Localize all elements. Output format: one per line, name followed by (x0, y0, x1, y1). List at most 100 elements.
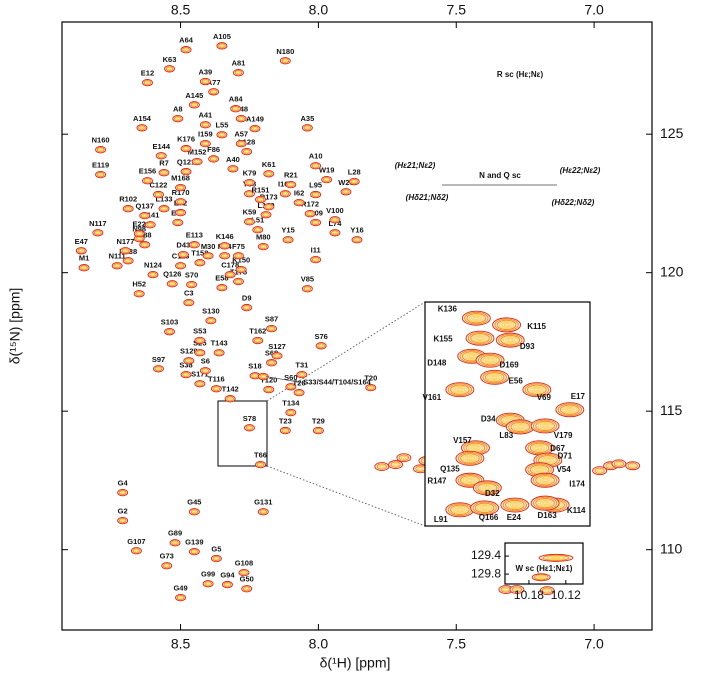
peak (188, 241, 200, 249)
contour (204, 581, 212, 587)
peak-label: A84 (229, 95, 244, 104)
peak (111, 262, 123, 270)
contour (95, 231, 100, 235)
peak-label: M30 (201, 242, 216, 251)
contour (218, 285, 226, 291)
peak-label: M152 (188, 148, 207, 157)
contour (353, 237, 361, 243)
contour (274, 354, 280, 358)
peak-label: C178 (221, 261, 239, 270)
zoom-label: K136 (438, 304, 458, 313)
peak (470, 500, 500, 516)
peak (525, 440, 555, 456)
w-y-tick-label: 129.8 (471, 566, 501, 580)
contour (539, 423, 551, 429)
contour (80, 265, 88, 271)
contour (179, 252, 188, 258)
zoom-label: D148 (427, 358, 447, 367)
peak-label: G2 (118, 507, 128, 516)
contour (295, 390, 303, 396)
contour (505, 499, 525, 511)
contour (629, 463, 636, 468)
peak (194, 336, 206, 345)
peak (172, 115, 184, 123)
peak (244, 218, 255, 226)
contour (283, 192, 288, 196)
contour (537, 476, 553, 485)
contour (150, 273, 156, 277)
contour (209, 89, 218, 95)
contour (247, 181, 252, 185)
peak-label: R7 (159, 159, 169, 168)
peak (351, 236, 363, 244)
zoom-connector (266, 301, 426, 402)
contour (538, 575, 544, 579)
contour (295, 200, 303, 206)
contour (214, 557, 219, 561)
contour (178, 596, 183, 600)
peak (188, 508, 200, 516)
contour (534, 445, 545, 451)
peak (175, 262, 187, 270)
contour (367, 385, 375, 391)
peak (538, 553, 574, 562)
contour (255, 228, 260, 232)
contour (298, 372, 306, 378)
contour (174, 219, 182, 226)
contour (178, 211, 183, 215)
contour (170, 282, 175, 286)
contour (126, 207, 131, 211)
zoom-label: R147 (427, 476, 447, 485)
peak (183, 298, 195, 307)
contour (160, 170, 168, 176)
y-tick-label: 125 (660, 125, 684, 141)
peak (388, 460, 404, 470)
peak (266, 324, 277, 333)
contour (226, 272, 234, 278)
peak (555, 402, 585, 418)
peak-label: A105 (213, 32, 231, 41)
contour (417, 467, 424, 471)
peak-label: S130 (202, 307, 220, 316)
peak (244, 179, 255, 187)
peak-label: T20 (364, 374, 377, 383)
contour (264, 204, 273, 210)
contour (252, 127, 258, 131)
peak (175, 198, 187, 206)
contour (501, 322, 512, 328)
w-x-tick-label: 10.18 (514, 588, 544, 602)
contour (317, 343, 325, 349)
contour (143, 80, 152, 86)
peak (539, 586, 555, 596)
contour (245, 219, 254, 225)
contour (181, 253, 186, 257)
peak (252, 336, 264, 345)
contour (594, 467, 605, 474)
peak-label: R21 (284, 171, 298, 180)
zoom-label: V69 (537, 393, 552, 402)
contour (211, 90, 216, 94)
contour (222, 244, 227, 248)
contour (230, 167, 236, 171)
contour (313, 193, 318, 197)
contour (454, 386, 465, 393)
peak-label: R102 (119, 195, 137, 204)
peak (213, 349, 225, 357)
peak-label: M80 (256, 233, 271, 242)
peak-label: E12 (141, 69, 154, 78)
contour (527, 441, 552, 455)
contour (261, 375, 266, 379)
contour (242, 304, 251, 311)
contour (379, 464, 385, 469)
contour (262, 212, 270, 218)
peak (194, 349, 206, 357)
contour (477, 503, 493, 512)
contour (228, 273, 233, 277)
contour (258, 198, 263, 202)
peak (133, 229, 145, 238)
peak (480, 369, 510, 385)
contour (145, 81, 150, 85)
contour (507, 338, 514, 342)
peak-label: N98 (132, 225, 146, 234)
contour (115, 264, 120, 268)
